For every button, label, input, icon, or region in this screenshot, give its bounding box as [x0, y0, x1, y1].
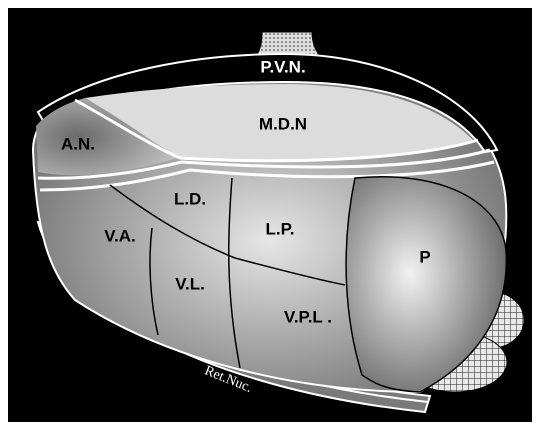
label: P.V.N.	[260, 57, 305, 76]
label: V.P.L .	[284, 307, 332, 326]
label: V.L.	[175, 274, 205, 293]
label: V.A.	[104, 226, 136, 245]
label: A.N.	[61, 134, 95, 153]
diagram: P.V.N. M.D.N A.N. L.D. V.A. L.P. P V.L. …	[0, 0, 540, 430]
label: L.D.	[174, 189, 206, 208]
label: L.P.	[266, 219, 295, 238]
label: M.D.N	[259, 114, 307, 133]
label: P	[419, 247, 430, 266]
page: P.V.N. M.D.N A.N. L.D. V.A. L.P. P V.L. …	[0, 0, 540, 430]
